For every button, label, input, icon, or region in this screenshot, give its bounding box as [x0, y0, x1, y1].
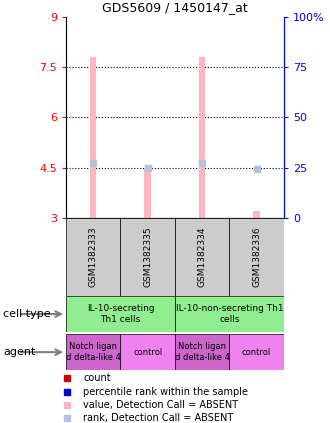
Bar: [66, 296, 175, 332]
Text: Notch ligan
d delta-like 4: Notch ligan d delta-like 4: [175, 343, 230, 362]
Title: GDS5609 / 1450147_at: GDS5609 / 1450147_at: [102, 1, 248, 14]
Bar: [175, 296, 284, 332]
Bar: [120, 334, 175, 370]
Text: control: control: [242, 348, 271, 357]
Text: IL-10-secreting
Th1 cells: IL-10-secreting Th1 cells: [87, 305, 154, 324]
Bar: [229, 334, 284, 370]
Bar: [145, 169, 151, 218]
Bar: [175, 218, 229, 296]
Text: percentile rank within the sample: percentile rank within the sample: [83, 387, 248, 396]
Bar: [199, 57, 205, 218]
Text: value, Detection Call = ABSENT: value, Detection Call = ABSENT: [83, 400, 238, 410]
Text: cell type: cell type: [3, 309, 51, 319]
Text: Notch ligan
d delta-like 4: Notch ligan d delta-like 4: [66, 343, 121, 362]
Bar: [90, 57, 96, 218]
Text: count: count: [83, 374, 111, 383]
Bar: [120, 218, 175, 296]
Bar: [175, 334, 229, 370]
Text: rank, Detection Call = ABSENT: rank, Detection Call = ABSENT: [83, 413, 233, 423]
Text: control: control: [133, 348, 162, 357]
Bar: [229, 218, 284, 296]
Text: GSM1382336: GSM1382336: [252, 227, 261, 287]
Text: GSM1382335: GSM1382335: [143, 227, 152, 287]
Text: IL-10-non-secreting Th1
cells: IL-10-non-secreting Th1 cells: [176, 305, 283, 324]
Text: agent: agent: [3, 347, 36, 357]
Text: GSM1382334: GSM1382334: [198, 227, 207, 287]
Text: GSM1382333: GSM1382333: [89, 227, 98, 287]
Bar: [66, 218, 120, 296]
Bar: [66, 334, 120, 370]
Bar: [253, 211, 260, 218]
